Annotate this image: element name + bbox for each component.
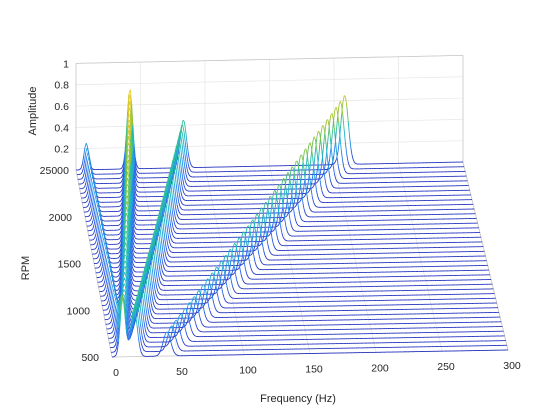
z-tick-label: 0.4 (54, 122, 69, 134)
x-tick-label: 300 (503, 360, 521, 372)
x-tick-label: 0 (113, 367, 119, 379)
spectrum-trace (87, 165, 478, 232)
spectrum-trace (99, 242, 493, 292)
z-tick-label: 1 (63, 58, 69, 70)
x-tick-label: 200 (371, 362, 389, 374)
axes-edge (75, 55, 464, 64)
spectrum-trace (86, 160, 477, 227)
y-tick-label: 1000 (67, 305, 91, 317)
spectrum-trace (89, 177, 480, 241)
spectrum-trace (100, 247, 494, 297)
spectrum-trace (111, 295, 507, 353)
spectrum-trace (84, 142, 474, 213)
spectrum-trace (103, 266, 498, 316)
spectrum-trace (81, 124, 470, 199)
z-tick-label: 0 (63, 165, 69, 177)
back-wall-gridline (75, 76, 464, 86)
z-tick-label: 0.2 (54, 144, 69, 156)
y-tick-label: 1500 (58, 259, 82, 271)
x-tick-label: 50 (176, 366, 188, 378)
x-tick-label: 150 (305, 364, 323, 376)
y-tick-label: 500 (81, 352, 99, 364)
back-wall-gridline (75, 97, 464, 107)
back-wall-gridline (75, 140, 464, 150)
spectrum-trace (92, 195, 484, 255)
z-tick-label: 0.8 (54, 80, 69, 92)
spectrum-trace (76, 89, 463, 171)
spectrum-trace (88, 171, 479, 236)
spectrum-trace (108, 289, 504, 339)
spectrum-trace (82, 130, 471, 204)
x-tick-label: 250 (437, 361, 455, 373)
spectrum-traces (76, 89, 508, 358)
spectrum-trace (111, 298, 508, 358)
spectrum-trace (95, 219, 488, 274)
x-tick-label: 100 (239, 365, 257, 377)
spectrum-trace (105, 275, 501, 325)
back-wall-gridline (75, 119, 464, 128)
y-axis-label: RPM (20, 256, 32, 280)
spectrum-trace (107, 284, 503, 335)
y-tick-label: 2500 (40, 165, 64, 177)
y-tick-label: 2000 (49, 212, 73, 224)
x-axis-label: Frequency (Hz) (260, 393, 336, 405)
spectrum-trace (76, 94, 465, 176)
z-tick-label: 0.6 (54, 101, 69, 113)
z-axis-label: Amplitude (27, 87, 39, 136)
spectrum-trace (90, 184, 481, 246)
